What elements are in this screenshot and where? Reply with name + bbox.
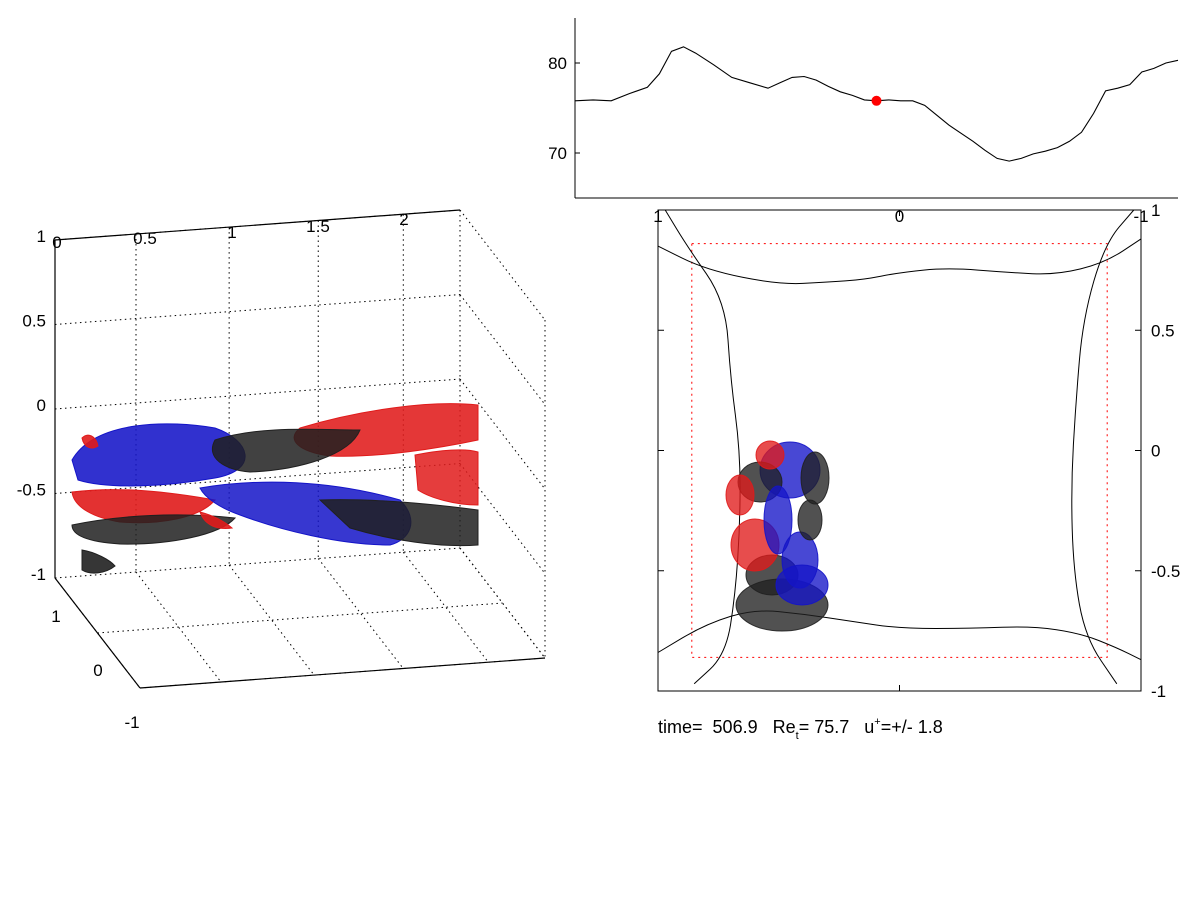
- x-tick-label: 0: [52, 233, 61, 252]
- vortex-tube: [71, 489, 216, 524]
- z-tick-label: -0.5: [17, 481, 46, 500]
- vortex-tube: [212, 428, 361, 473]
- time-series-y-ticks: 70 80: [548, 54, 580, 163]
- u-value: =+/- 1.8: [880, 717, 943, 737]
- x-tick-label: 0: [895, 207, 904, 226]
- wall-streak-curves: [657, 209, 1142, 685]
- vortex-tube: [81, 549, 116, 574]
- vortex-blob: [725, 474, 755, 516]
- x-tick-label: 2: [399, 210, 408, 229]
- y-tick-label: -1: [1151, 682, 1166, 701]
- time-series-axes: [574, 18, 1178, 199]
- vortex-blob: [755, 440, 785, 470]
- 3d-axes: [54, 209, 546, 689]
- grid-line: [402, 551, 489, 663]
- y-axis-3d: [54, 577, 141, 689]
- grid-line: [459, 209, 546, 321]
- time-series-plot: 70 80: [548, 18, 1179, 199]
- z-tick-label: 0: [37, 396, 46, 415]
- u-label: u+: [864, 716, 881, 737]
- x-tick-label: 1: [653, 207, 662, 226]
- x-tick-label: 0.5: [133, 229, 157, 248]
- vortex-blob: [797, 499, 823, 541]
- vortex-tube: [414, 449, 479, 506]
- vortex-tube: [81, 434, 99, 449]
- re-subscript: t: [795, 730, 799, 742]
- y-tick-label: -1: [124, 713, 139, 732]
- isosurface-3d-plot: 0 0.5 1 1.5 210.50-0.5-110-1: [17, 209, 546, 732]
- wall-curve-left: [664, 209, 741, 685]
- z-tick-label: 0.5: [22, 312, 46, 331]
- vortex-tube: [318, 499, 479, 547]
- grid-line: [54, 378, 461, 410]
- 3d-grid: [54, 209, 546, 689]
- grid-line: [135, 571, 222, 683]
- z-tick-label: 1: [37, 227, 46, 246]
- x-tick-label: 1.5: [306, 217, 330, 236]
- vortex-cross-section-blobs: [725, 440, 830, 632]
- vortex-blob: [763, 485, 793, 555]
- re-value: = 75.7: [798, 717, 850, 737]
- grid-line: [54, 294, 461, 325]
- grid-line: [459, 294, 546, 405]
- wall-curve-right: [1071, 209, 1135, 685]
- wall-curve-top: [657, 238, 1142, 285]
- vortex-tube: [71, 514, 237, 545]
- vortex-tube: [199, 511, 234, 529]
- front-edge-3d: [139, 657, 546, 689]
- grid-line: [459, 547, 546, 659]
- y-tick-label: 70: [548, 144, 567, 163]
- x-tick-label: 1: [227, 223, 236, 242]
- vortex-blob: [800, 451, 830, 505]
- y-tick-label: -0.5: [1151, 562, 1180, 581]
- wall-curve-bottom: [657, 610, 1142, 661]
- y-tick-label: 0: [93, 661, 102, 680]
- grid-line: [459, 378, 546, 490]
- cross-section-ticks: 1 0 -1 10.50-0.5-1: [653, 201, 1180, 701]
- grid-line: [54, 547, 461, 579]
- re-label: Ret: [772, 717, 799, 742]
- 3d-tick-labels: 0 0.5 1 1.5 210.50-0.5-110-1: [17, 210, 409, 732]
- u-superscript: +: [874, 716, 881, 728]
- vortex-structures-3d: [71, 403, 479, 574]
- x-tick-label: -1: [1133, 207, 1148, 226]
- grid-line: [97, 602, 503, 634]
- y-tick-label: 0.5: [1151, 321, 1175, 340]
- time-value: 506.9: [712, 717, 758, 737]
- grid-line: [228, 564, 315, 676]
- grid-line: [459, 463, 546, 574]
- z-tick-label: -1: [31, 565, 46, 584]
- y-tick-label: 0: [1151, 442, 1160, 461]
- grid-line: [317, 558, 404, 669]
- time-label: time=: [658, 717, 703, 737]
- y-tick-label: 80: [548, 54, 567, 73]
- current-time-marker: [871, 95, 882, 106]
- x-axis-3d: [54, 209, 461, 241]
- y-tick-label: 1: [51, 607, 60, 626]
- cross-section-plot: 1 0 -1 10.50-0.5-1: [653, 201, 1180, 701]
- time-series-line: [574, 46, 1179, 162]
- y-tick-label: 1: [1151, 201, 1160, 220]
- status-line: time= 506.9 Ret= 75.7 u+=+/- 1.8: [658, 716, 943, 742]
- cross-section-frame: [657, 209, 1142, 692]
- vortex-blob: [775, 564, 829, 606]
